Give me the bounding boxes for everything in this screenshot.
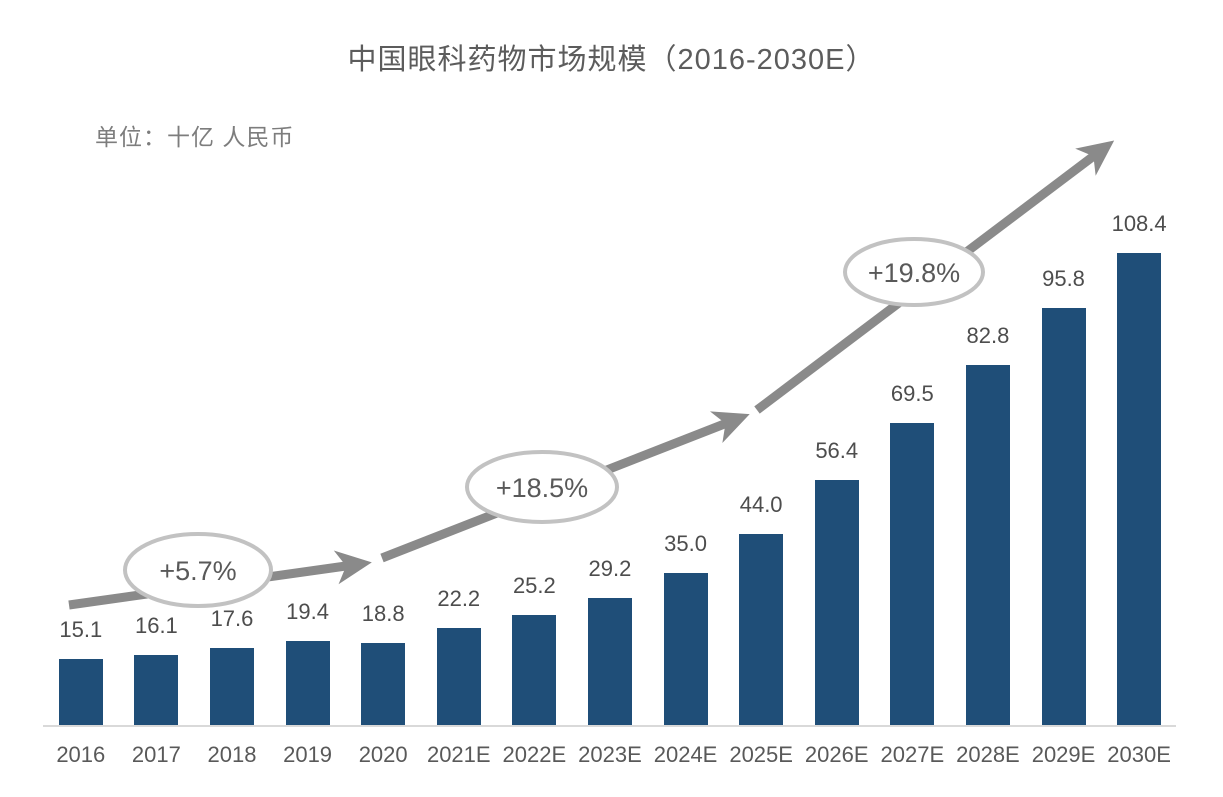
bar xyxy=(739,534,784,725)
x-axis-line xyxy=(43,725,1176,727)
bar-value-label: 95.8 xyxy=(1042,265,1085,291)
x-axis-tick-label: 2028E xyxy=(956,742,1020,767)
bar-value-label: 17.6 xyxy=(210,605,254,631)
bar-column-2029E: 95.8 xyxy=(1026,266,1102,725)
bar xyxy=(361,643,406,725)
bar-column-2025E: 44.0 xyxy=(723,492,799,725)
bar xyxy=(58,659,103,725)
plot-area: 15.1 16.1 17.6 19.4 18.8 22.2 25.2 29.2 35.0 44.0… xyxy=(43,0,1177,768)
bar-column-2022E: 25.2 xyxy=(497,573,573,725)
bar xyxy=(1041,308,1086,725)
bar xyxy=(285,641,330,725)
bar-value-label: 16.1 xyxy=(134,612,178,638)
bar-column-2027E: 69.5 xyxy=(875,381,951,725)
bar-column-2016: 15.1 xyxy=(43,617,119,725)
x-axis-tick-label: 2025E xyxy=(729,742,793,767)
bar xyxy=(1117,253,1162,725)
bar-column-2018: 17.6 xyxy=(194,606,270,725)
x-axis-tick-label: 2022E xyxy=(502,742,567,767)
bar-value-label: 56.4 xyxy=(815,437,859,463)
bar xyxy=(134,655,179,725)
bar xyxy=(587,598,632,725)
bar-value-label: 69.5 xyxy=(890,380,934,406)
x-axis-tick-label: 2024E xyxy=(653,742,718,767)
x-axis-tick-label: 2029E xyxy=(1031,742,1096,767)
x-axis-tick-label: 2023E xyxy=(578,742,642,767)
bar-column-2028E: 82.8 xyxy=(950,323,1026,725)
bar xyxy=(814,480,859,725)
chart-title: 中国眼科药物市场规模（2016-2030E） xyxy=(347,44,876,76)
x-axis-tick-label: 2019 xyxy=(283,742,333,767)
bar-value-label: 35.0 xyxy=(664,530,707,556)
bar xyxy=(890,423,935,725)
x-axis-tick-label: 2017 xyxy=(131,742,181,767)
x-axis-tick-label: 2021E xyxy=(426,742,491,767)
x-axis-tick-label: 2018 xyxy=(207,742,257,767)
bar-column-2026E: 56.4 xyxy=(799,438,875,725)
x-axis-tick-label: 2027E xyxy=(880,742,945,767)
x-axis-tick-label: 2020 xyxy=(358,742,408,767)
unit-label: 单位：十亿 人民币 xyxy=(95,124,295,150)
x-axis-tick-row: 2016 2017 2018 2019 2020 2021E 2022E 2023E 2024E… xyxy=(43,727,1177,768)
bar-column-2019: 19.4 xyxy=(270,599,346,725)
bar xyxy=(209,648,254,725)
bar xyxy=(965,365,1010,725)
bar-value-label: 44.0 xyxy=(739,491,783,517)
bar-column-2024E: 35.0 xyxy=(648,531,724,725)
x-axis-tick-label: 2030E xyxy=(1107,742,1171,767)
bar-column-2017: 16.1 xyxy=(119,613,195,725)
x-axis-tick-label: 2016 xyxy=(56,742,106,767)
bar-column-2021E: 22.2 xyxy=(421,586,497,725)
bar xyxy=(436,628,481,725)
bar-value-label: 25.2 xyxy=(512,572,556,598)
bar-value-label: 82.8 xyxy=(966,322,1010,348)
x-axis-tick-label: 2026E xyxy=(804,742,869,767)
bar-value-label: 108.4 xyxy=(1111,210,1167,236)
bar-value-label: 15.1 xyxy=(59,616,103,642)
bar-value-label: 19.4 xyxy=(286,598,329,624)
bar-column-2020: 18.8 xyxy=(345,601,421,725)
bar-value-label: 18.8 xyxy=(361,600,405,626)
bar-value-label: 22.2 xyxy=(437,585,481,611)
bar xyxy=(663,573,708,725)
bar-column-2023E: 29.2 xyxy=(572,556,648,725)
bar xyxy=(512,615,557,725)
bar-series: 15.1 16.1 17.6 19.4 18.8 22.2 25.2 29.2 35.0 44.0… xyxy=(43,0,1177,725)
bar-value-label: 29.2 xyxy=(588,555,632,581)
bar-column-2030E: 108.4 xyxy=(1101,211,1177,725)
